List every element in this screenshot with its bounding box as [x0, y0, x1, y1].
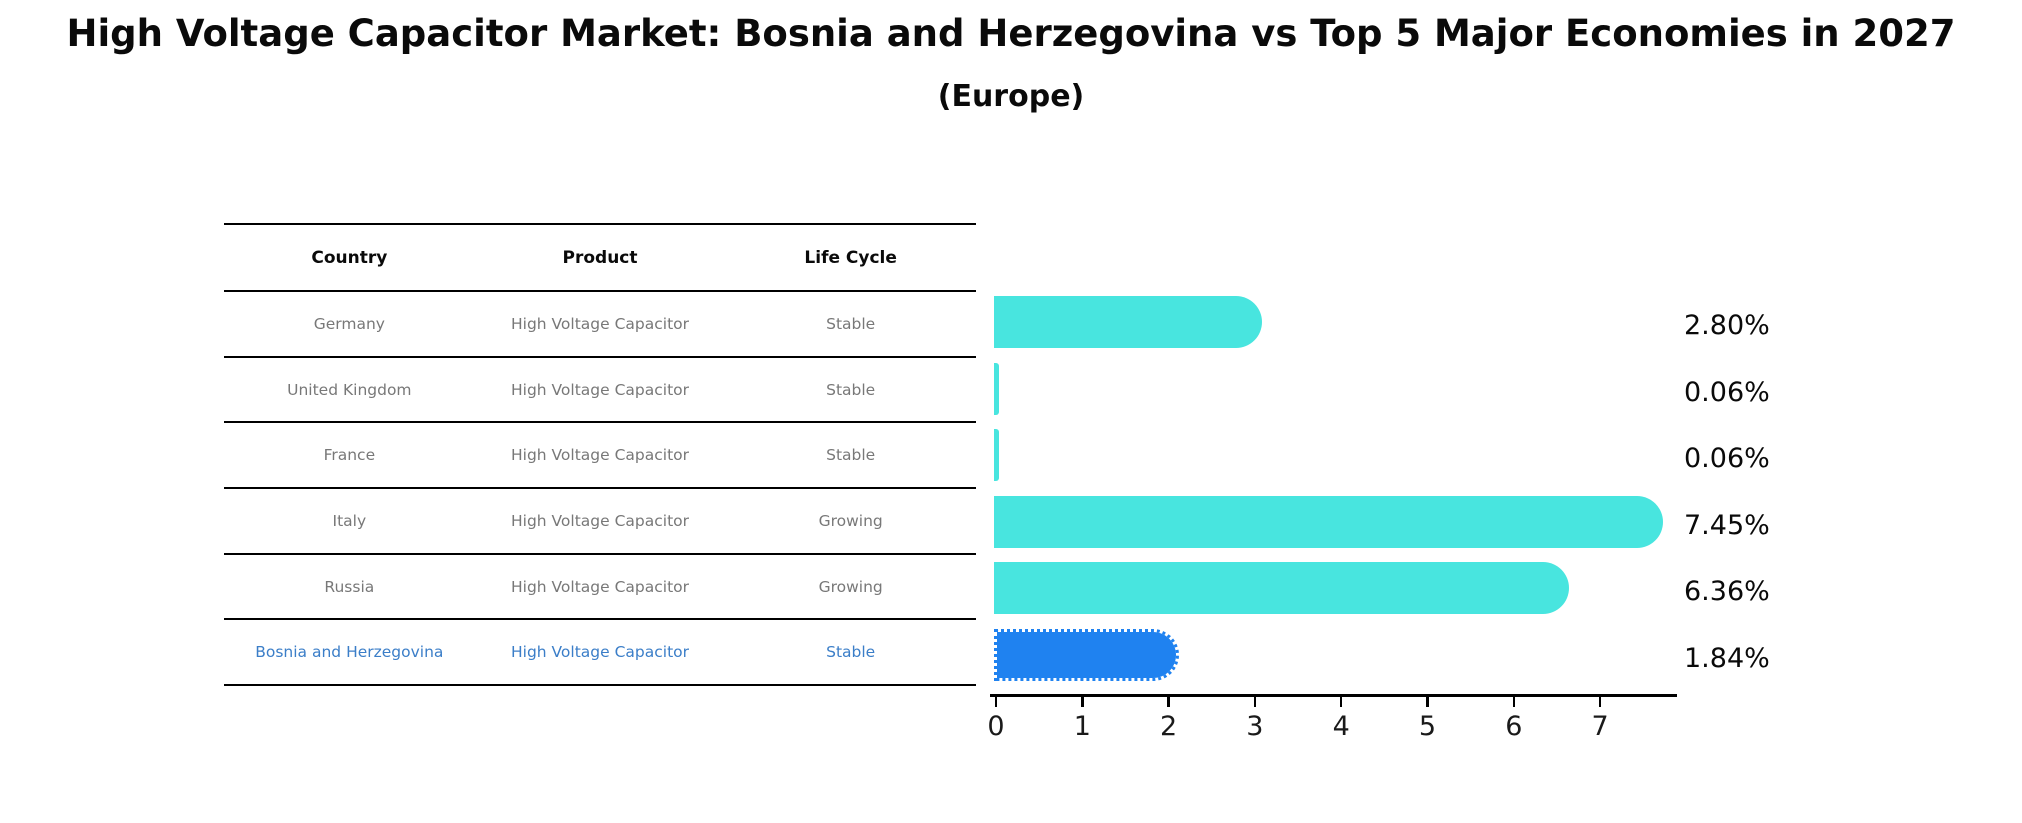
bar-italy: [994, 495, 1663, 548]
table-cell-life-cycle: Growing: [818, 577, 883, 596]
table-row: Germany High Voltage Capacitor Stable: [224, 292, 976, 358]
value-label: 0.06%: [1684, 443, 1770, 475]
bar-highlight-bosnia-and-herzegovina: [994, 629, 1179, 681]
table-header-life-cycle: Life Cycle: [804, 247, 897, 268]
chart-subtitle: (Europe): [937, 79, 1085, 114]
table-cell-life-cycle: Growing: [818, 511, 883, 530]
value-label: 1.84%: [1684, 643, 1770, 674]
country-info-table: Country Product Life Cycle Germany High Volt…: [224, 223, 976, 687]
table-row: Italy High Voltage Capacitor Growing: [224, 489, 976, 555]
x-axis-tick: [1426, 696, 1429, 707]
bar-united-kingdom: [994, 362, 1000, 415]
x-axis-tick-label: 2: [1160, 711, 1178, 742]
x-axis-tick-label: 5: [1418, 711, 1437, 742]
x-axis-tick: [1598, 696, 1602, 707]
table-header-row: Country Product Life Cycle: [224, 225, 976, 292]
bar-germany: [994, 296, 1262, 348]
x-axis-tick: [1167, 696, 1170, 707]
table-cell-product: High Voltage Capacitor: [510, 511, 690, 530]
x-axis-line: [990, 694, 1677, 697]
table-cell-product: High Voltage Capacitor: [510, 643, 690, 662]
table-cell-life-cycle: Stable: [826, 446, 876, 465]
table-cell-product: High Voltage Capacitor: [510, 380, 690, 399]
x-axis-tick-label: 3: [1246, 711, 1264, 742]
table-row: France High Voltage Capacitor Stable: [224, 423, 976, 490]
table-header-product: Product: [562, 247, 638, 268]
x-axis-tick-label: 4: [1332, 711, 1350, 742]
value-label: 0.06%: [1684, 376, 1770, 408]
bar-france: [994, 429, 1000, 482]
table-row: Russia High Voltage Capacitor Growing: [224, 555, 976, 621]
table-cell-country: Germany: [313, 314, 385, 333]
value-label: 7.45%: [1684, 509, 1770, 541]
x-axis-tick-label: 1: [1073, 711, 1091, 742]
x-axis-tick: [1339, 696, 1343, 707]
table-cell-country: United Kingdom: [287, 380, 412, 399]
table-cell-country: Russia: [324, 577, 375, 596]
value-label: 6.36%: [1684, 576, 1770, 608]
table-cell-product: High Voltage Capacitor: [510, 577, 690, 596]
table-cell-life-cycle: Stable: [826, 643, 876, 662]
table-cell-life-cycle: Stable: [826, 314, 876, 333]
table-cell-life-cycle: Stable: [826, 380, 876, 399]
table-cell-country: Bosnia and Herzegovina: [255, 643, 444, 662]
x-axis-tick: [1081, 696, 1084, 707]
table-cell-product: High Voltage Capacitor: [510, 446, 690, 465]
x-axis-tick: [1512, 696, 1516, 707]
table-cell-country: France: [323, 446, 376, 465]
table-cell-product: High Voltage Capacitor: [510, 314, 690, 333]
value-label: 2.80%: [1684, 310, 1770, 341]
x-axis-tick: [994, 696, 998, 707]
table-cell-country: Italy: [332, 511, 367, 530]
table-row: United Kingdom High Voltage Capacitor Stab…: [224, 358, 976, 424]
x-axis-tick-label: 6: [1505, 711, 1523, 742]
table-header-country: Country: [311, 247, 388, 268]
bar-russia: [994, 562, 1569, 615]
table-row: Bosnia and Herzegovina High Voltage Capac…: [224, 620, 976, 687]
x-axis-tick: [1253, 696, 1257, 707]
chart-title: High Voltage Capacitor Market: Bosnia an…: [66, 12, 1956, 55]
x-axis-tick-label: 0: [987, 711, 1005, 742]
x-axis-tick-label: 7: [1591, 711, 1609, 742]
